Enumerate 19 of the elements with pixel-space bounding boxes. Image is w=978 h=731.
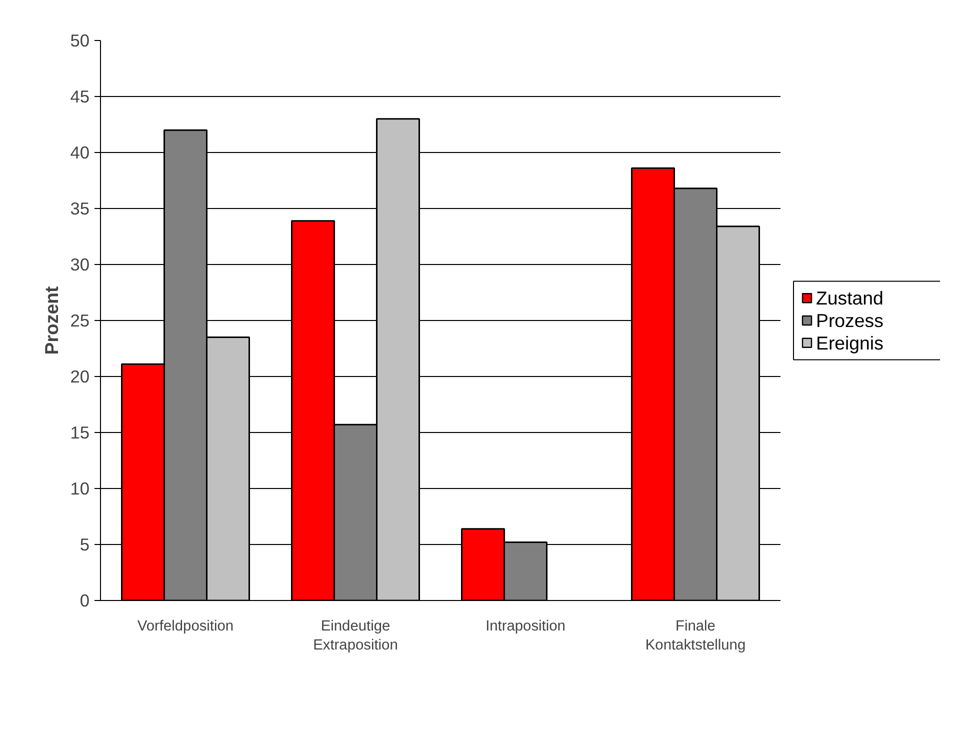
y-tick-label: 15	[70, 422, 90, 442]
y-tick-label: 35	[70, 198, 90, 218]
y-tick-label: 20	[70, 366, 90, 386]
y-tick-label: 10	[70, 478, 90, 498]
y-tick-label: 0	[80, 590, 90, 610]
y-tick-label: 30	[70, 254, 90, 274]
x-tick-label: Vorfeldposition	[137, 618, 234, 634]
y-tick-label: 45	[70, 86, 90, 106]
y-tick-label: 5	[80, 534, 90, 554]
y-tick-label: 40	[70, 142, 90, 162]
legend-label: Zustand	[816, 288, 884, 309]
x-tick-label: Finale Kontaktstellung	[645, 618, 746, 654]
x-tick-label: Intraposition	[486, 618, 566, 634]
x-tick-label: Eindeutige Extraposition	[313, 618, 398, 654]
y-tick-label: 25	[70, 310, 90, 330]
y-axis-title: Prozent	[41, 286, 62, 355]
legend-label: Prozess	[816, 310, 884, 331]
y-tick-label: 50	[70, 30, 90, 50]
legend-label: Ereignis	[816, 332, 884, 354]
